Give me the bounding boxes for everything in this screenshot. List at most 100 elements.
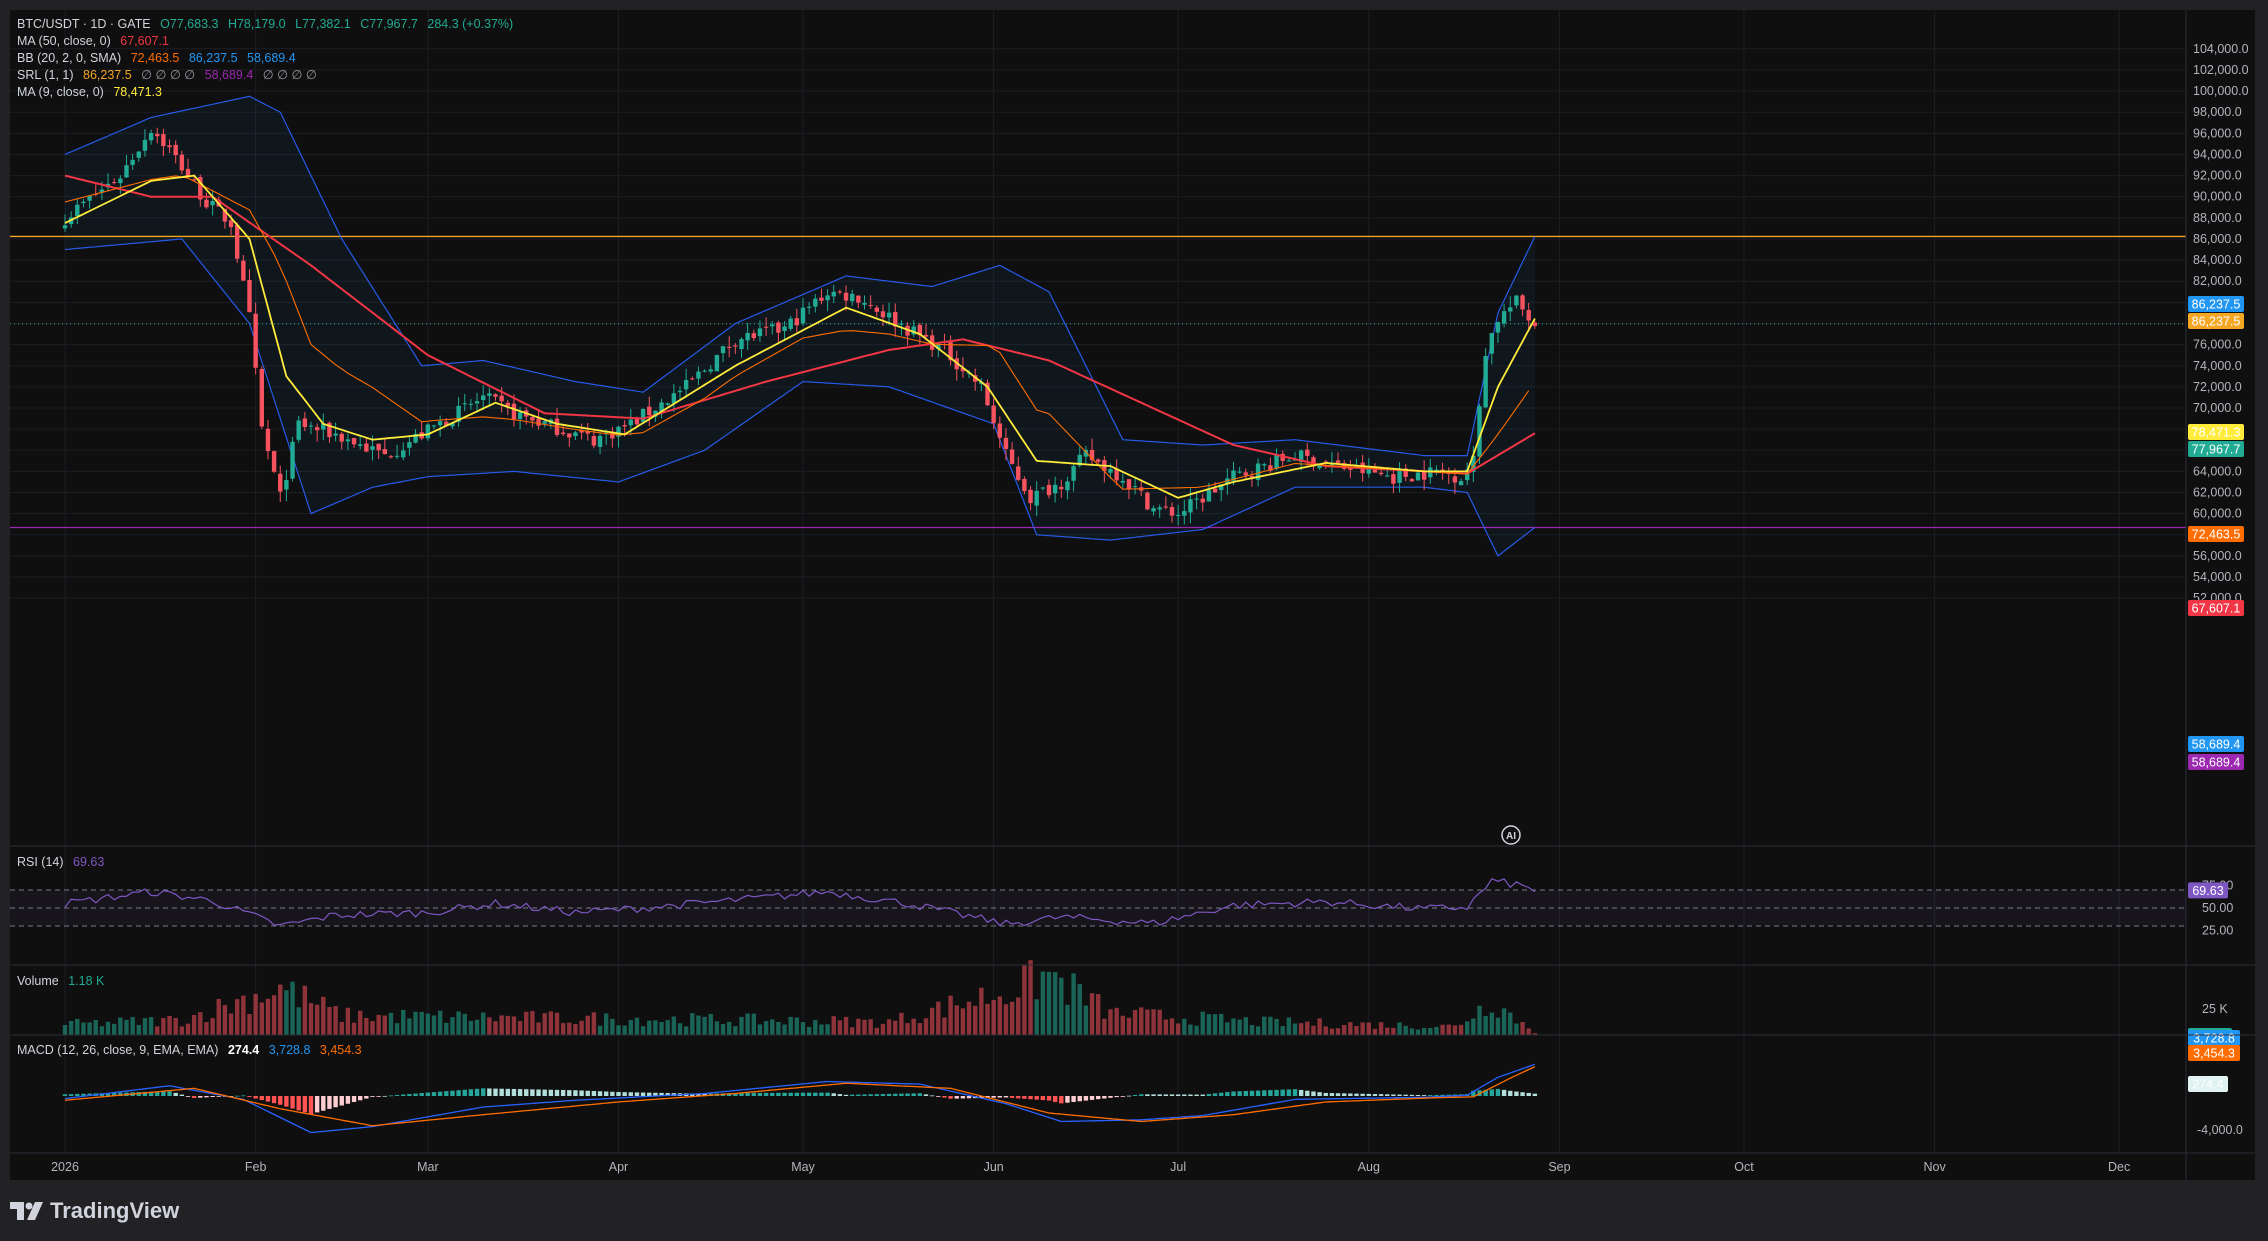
macd-histogram-bar[interactable] (1354, 1093, 1359, 1096)
candle[interactable] (1421, 460, 1427, 490)
volume-bar[interactable] (917, 1023, 923, 1035)
candle-body[interactable] (431, 425, 437, 427)
macd-histogram-bar[interactable] (917, 1093, 923, 1096)
candle-body[interactable] (880, 311, 886, 318)
candle-body[interactable] (235, 225, 240, 259)
volume-bar[interactable] (560, 1023, 566, 1035)
volume-bar[interactable] (407, 1018, 412, 1035)
candle-body[interactable] (831, 291, 836, 297)
candle-body[interactable] (573, 432, 578, 437)
candle-body[interactable] (1434, 469, 1439, 471)
candle-body[interactable] (542, 421, 547, 424)
volume-bar[interactable] (382, 1015, 387, 1035)
volume-bar[interactable] (905, 1023, 910, 1035)
candle-body[interactable] (1237, 471, 1242, 473)
macd-histogram-bar[interactable] (1052, 1096, 1058, 1102)
candle[interactable] (1526, 302, 1531, 331)
macd-histogram-bar[interactable] (148, 1091, 154, 1096)
volume-bar[interactable] (1169, 1018, 1175, 1035)
candle-body[interactable] (382, 449, 387, 455)
macd-histogram-bar[interactable] (1219, 1092, 1224, 1096)
candle[interactable] (253, 302, 258, 375)
candle[interactable] (161, 128, 166, 157)
macd-histogram-bar[interactable] (517, 1089, 523, 1096)
candle-body[interactable] (425, 424, 431, 439)
volume-bar[interactable] (1255, 1026, 1261, 1035)
macd-histogram-bar[interactable] (640, 1092, 646, 1096)
macd-histogram-bar[interactable] (1335, 1093, 1341, 1096)
volume-bar[interactable] (1268, 1016, 1273, 1035)
candle-body[interactable] (905, 325, 910, 336)
volume-bar[interactable] (1114, 1007, 1119, 1035)
candle-body[interactable] (1403, 468, 1408, 477)
candle-body[interactable] (259, 368, 264, 427)
volume-bar[interactable] (142, 1018, 148, 1035)
macd-histogram-bar[interactable] (1471, 1090, 1476, 1096)
candle[interactable] (1157, 504, 1162, 518)
candle[interactable] (456, 397, 461, 427)
candle[interactable] (751, 329, 756, 342)
macd-value-tag[interactable]: 3,728.8 (2188, 1030, 2240, 1046)
candle[interactable] (1096, 458, 1101, 464)
candle-body[interactable] (708, 369, 713, 372)
candle[interactable] (886, 302, 892, 326)
volume-bar[interactable] (437, 1010, 443, 1035)
volume-bar[interactable] (788, 1016, 793, 1035)
volume-bar[interactable] (1397, 1022, 1402, 1035)
macd-histogram-bar[interactable] (167, 1091, 172, 1096)
candle[interactable] (173, 140, 178, 164)
volume-bar[interactable] (1077, 984, 1082, 1035)
candle-body[interactable] (874, 307, 879, 312)
volume-bar[interactable] (1200, 1011, 1205, 1035)
candle-body[interactable] (1311, 457, 1316, 467)
volume-bar[interactable] (1151, 1009, 1156, 1035)
price-axis[interactable]: 104,000.0 102,000.0 100,000.0 98,000.0 96,00… (2188, 42, 2249, 1137)
volume-bar[interactable] (886, 1019, 892, 1035)
volume-bar[interactable] (1415, 1029, 1421, 1035)
macd-histogram-bar[interactable] (394, 1094, 400, 1096)
candle[interactable] (431, 424, 437, 430)
volume-bar[interactable] (1022, 964, 1027, 1035)
candle-body[interactable] (437, 421, 443, 426)
chart-frame[interactable]: 104,000.0 102,000.0 100,000.0 98,000.0 96,00… (10, 10, 2255, 1180)
bb-upper-line[interactable] (64, 95, 1536, 457)
macd-histogram-bar[interactable] (1046, 1096, 1052, 1101)
candle-body[interactable] (647, 406, 652, 416)
candle[interactable] (573, 430, 578, 440)
volume-bar[interactable] (493, 1021, 498, 1035)
candle[interactable] (530, 414, 535, 428)
macd-histogram-bar[interactable] (1182, 1094, 1187, 1096)
macd-histogram-bar[interactable] (462, 1089, 467, 1096)
candle-body[interactable] (517, 412, 523, 419)
candle[interactable] (1262, 462, 1267, 471)
macd-histogram-bar[interactable] (1514, 1091, 1519, 1096)
candle-body[interactable] (339, 433, 344, 442)
volume-bar[interactable] (610, 1018, 615, 1035)
candle-body[interactable] (1120, 480, 1125, 483)
macd-histogram-bar[interactable] (228, 1096, 234, 1097)
candle-body[interactable] (776, 322, 781, 333)
volume-bar[interactable] (1145, 1009, 1150, 1035)
candle-body[interactable] (751, 333, 756, 339)
candle-body[interactable] (1040, 487, 1046, 489)
macd-histogram-bar[interactable] (456, 1090, 461, 1096)
candle-body[interactable] (376, 443, 381, 451)
volume-bar[interactable] (241, 995, 246, 1035)
volume-bar[interactable] (1286, 1017, 1292, 1035)
candle-body[interactable] (124, 165, 129, 178)
volume-bar[interactable] (604, 1013, 609, 1035)
volume-bar[interactable] (1409, 1028, 1415, 1035)
volume-bar[interactable] (647, 1020, 652, 1035)
candle[interactable] (788, 315, 793, 332)
volume-bar[interactable] (198, 1012, 203, 1035)
candle[interactable] (1040, 486, 1046, 491)
macd-histogram-bar[interactable] (770, 1092, 775, 1096)
candle-body[interactable] (1022, 478, 1027, 492)
candle[interactable] (1182, 499, 1187, 525)
candle[interactable] (481, 385, 486, 410)
candle-body[interactable] (1298, 450, 1304, 462)
volume-bar[interactable] (628, 1019, 633, 1035)
macd-histogram-bar[interactable] (364, 1096, 369, 1099)
candle-body[interactable] (191, 179, 197, 181)
candle-body[interactable] (1083, 449, 1089, 457)
